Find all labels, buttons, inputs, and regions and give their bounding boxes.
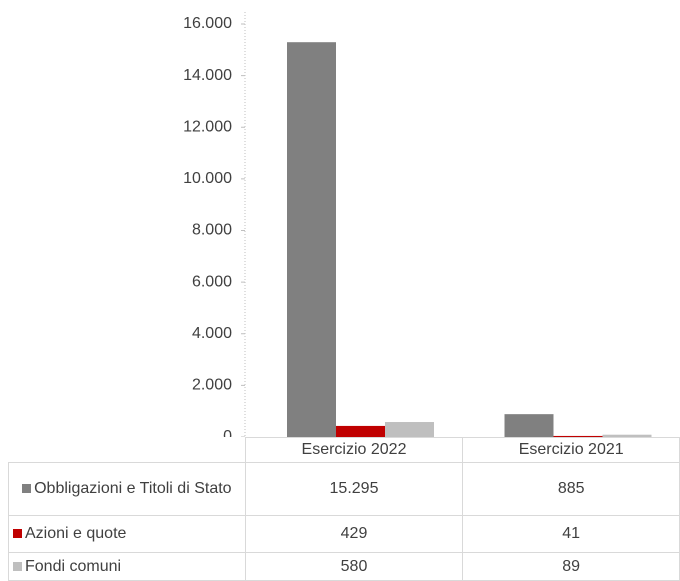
value-cell: 15.295 <box>244 462 464 516</box>
legend-label: Obbligazioni e Titoli di Stato <box>34 480 232 497</box>
bar <box>553 435 603 437</box>
bar <box>287 42 336 437</box>
legend-label: Azioni e quote <box>25 525 127 542</box>
chart: 0 2.000 4.000 6.000 8.000 10.000 12.000 14.000 1… <box>183 12 652 437</box>
value-cell: 885 <box>462 462 680 516</box>
bar <box>336 425 385 437</box>
x-tick-label: Esercizio 2021 <box>462 437 680 463</box>
y-tick-label: 6.000 <box>192 273 232 290</box>
header-row: Esercizio 2022 Esercizio 2021 <box>9 437 680 463</box>
series-row: Fondi comuni 580 89 <box>8 552 680 581</box>
series-row: Obbligazioni e Titoli di Stato 15.295 885 <box>8 462 680 516</box>
legend-label: Fondi comuni <box>25 557 122 575</box>
legend-swatch <box>13 529 22 538</box>
y-tick-label: 8.000 <box>192 222 232 239</box>
y-tick-label: 12.000 <box>183 118 232 135</box>
y-tick-label: 2.000 <box>192 377 232 394</box>
row-header: Azioni e quote <box>8 515 246 553</box>
value-cell: 580 <box>244 552 464 581</box>
legend-swatch <box>13 561 22 571</box>
value-cell: 429 <box>244 515 464 553</box>
empty-cell <box>9 438 246 463</box>
y-tick-label: 16.000 <box>183 15 232 32</box>
bar <box>602 434 652 437</box>
table-body: Esercizio 2022 Esercizio 2021 Obbligazioni… <box>8 437 680 581</box>
value-cell: 41 <box>462 515 680 553</box>
data-table: Esercizio 2022 Esercizio 2021 Obbligazioni… <box>8 437 680 581</box>
row-header: Fondi comuni <box>8 552 246 581</box>
legend-swatch <box>22 484 32 493</box>
row-header: Obbligazioni e Titoli di Stato <box>8 462 246 516</box>
series-row: Azioni e quote 429 41 <box>8 515 680 553</box>
y-tick-label: 0 <box>223 428 232 437</box>
y-tick-label: 14.000 <box>183 67 232 84</box>
value-cell: 89 <box>462 552 680 581</box>
x-tick-label: Esercizio 2022 <box>244 437 464 463</box>
y-tick-label: 4.000 <box>192 325 232 342</box>
bar <box>385 422 434 437</box>
bar <box>504 414 554 437</box>
y-tick-label: 10.000 <box>183 170 232 187</box>
